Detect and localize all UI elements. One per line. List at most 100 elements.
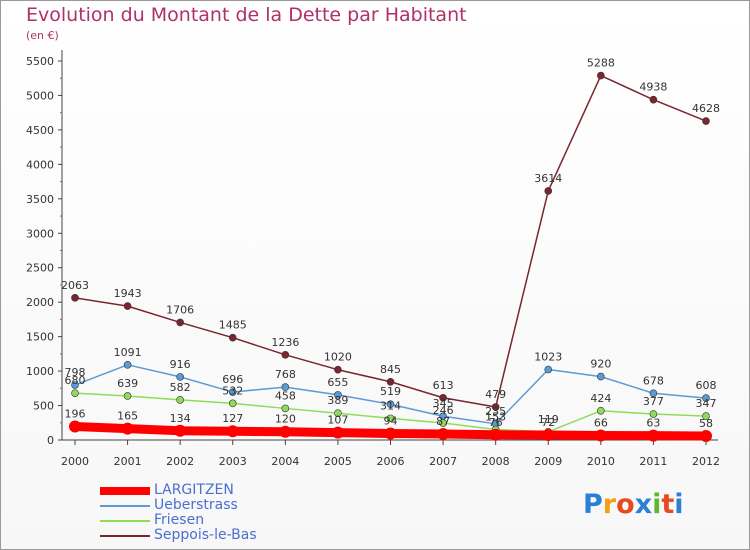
legend-label: Ueberstrass bbox=[154, 497, 238, 513]
data-point bbox=[439, 419, 447, 427]
data-point bbox=[544, 365, 553, 374]
y-tick-label: 4000 bbox=[26, 158, 54, 171]
data-label: 107 bbox=[327, 414, 348, 427]
chart-subtitle: (en €) bbox=[26, 29, 59, 42]
logo-letter: i bbox=[652, 489, 662, 520]
logo-letter: r bbox=[602, 489, 617, 520]
chart-title: Evolution du Montant de la Dette par Hab… bbox=[26, 4, 467, 26]
x-tick-label: 2002 bbox=[166, 455, 194, 468]
data-label: 165 bbox=[117, 410, 138, 423]
data-point bbox=[384, 427, 397, 440]
data-label: 119 bbox=[538, 413, 559, 426]
data-label: 4628 bbox=[692, 102, 720, 115]
y-tick-label: 1000 bbox=[26, 365, 54, 378]
data-point bbox=[334, 391, 342, 399]
data-label: 639 bbox=[117, 377, 138, 390]
data-point bbox=[281, 383, 290, 391]
data-label: 768 bbox=[275, 368, 296, 381]
y-tick-label: 1500 bbox=[26, 331, 54, 344]
data-label: 655 bbox=[327, 376, 348, 389]
data-point bbox=[386, 414, 395, 423]
data-point bbox=[597, 71, 605, 80]
data-label: 1706 bbox=[166, 303, 194, 316]
legend-swatch bbox=[100, 535, 150, 537]
data-label: 479 bbox=[485, 388, 506, 401]
data-point bbox=[71, 389, 79, 397]
data-label: 680 bbox=[65, 374, 86, 387]
data-label: 608 bbox=[696, 379, 717, 392]
legend-swatch bbox=[100, 487, 150, 495]
x-tick-label: 2011 bbox=[639, 455, 667, 468]
data-label: 246 bbox=[433, 404, 454, 417]
y-tick-label: 3500 bbox=[26, 193, 54, 206]
data-point bbox=[71, 381, 79, 389]
data-label: 424 bbox=[590, 392, 611, 405]
data-point bbox=[228, 399, 237, 408]
data-label: 235 bbox=[485, 405, 506, 418]
y-tick-label: 2000 bbox=[26, 296, 54, 309]
data-point bbox=[123, 302, 132, 310]
x-tick-label: 2000 bbox=[61, 455, 89, 468]
data-label: 4938 bbox=[639, 81, 667, 94]
data-label: 153 bbox=[485, 410, 506, 423]
data-point bbox=[174, 424, 187, 437]
y-tick-label: 2500 bbox=[26, 262, 54, 275]
x-tick-label: 2012 bbox=[692, 455, 720, 468]
data-label: 127 bbox=[222, 412, 243, 425]
legend-label: Seppois-le-Bas bbox=[154, 527, 257, 543]
data-point bbox=[649, 410, 658, 418]
data-label: 196 bbox=[65, 407, 86, 420]
data-label: 389 bbox=[327, 394, 348, 407]
data-label: 532 bbox=[222, 384, 243, 397]
data-point bbox=[281, 404, 290, 413]
data-label: 920 bbox=[590, 358, 611, 371]
data-point bbox=[228, 333, 237, 342]
data-point bbox=[228, 388, 237, 396]
data-point bbox=[281, 351, 290, 359]
data-point bbox=[489, 428, 502, 441]
data-point bbox=[334, 409, 342, 417]
data-point bbox=[700, 430, 712, 443]
legend-label: Friesen bbox=[154, 512, 205, 528]
data-label: 458 bbox=[275, 389, 296, 402]
data-label: 519 bbox=[380, 385, 401, 398]
y-tick-label: 0 bbox=[47, 434, 54, 447]
data-point bbox=[597, 372, 605, 381]
data-point bbox=[226, 425, 239, 438]
data-point bbox=[176, 318, 184, 327]
data-point bbox=[386, 400, 395, 409]
data-label: 3614 bbox=[534, 172, 562, 185]
data-point bbox=[594, 429, 607, 442]
data-point bbox=[702, 412, 710, 420]
data-label: 678 bbox=[643, 374, 664, 387]
x-tick-label: 2009 bbox=[534, 455, 562, 468]
logo-letter: i bbox=[674, 489, 684, 520]
data-point bbox=[597, 406, 605, 415]
data-label: 66 bbox=[594, 416, 608, 429]
data-label: 1485 bbox=[219, 319, 247, 332]
y-tick-label: 3000 bbox=[26, 227, 54, 240]
data-point bbox=[123, 392, 132, 400]
data-label: 798 bbox=[65, 366, 86, 379]
data-point bbox=[649, 389, 658, 398]
data-label: 916 bbox=[170, 358, 191, 371]
legend-label: LARGITZEN bbox=[154, 482, 234, 498]
data-label: 845 bbox=[380, 363, 401, 376]
x-tick-label: 2001 bbox=[114, 455, 142, 468]
data-point bbox=[702, 117, 710, 125]
data-label: 347 bbox=[696, 397, 717, 410]
data-label: 72 bbox=[541, 416, 555, 429]
data-point bbox=[69, 420, 81, 433]
x-tick-label: 2003 bbox=[219, 455, 247, 468]
x-tick-label: 2004 bbox=[271, 455, 299, 468]
data-point bbox=[491, 403, 500, 411]
data-point bbox=[331, 426, 344, 439]
logo-letter: P bbox=[583, 489, 603, 520]
data-point bbox=[176, 396, 184, 404]
data-label: 1091 bbox=[114, 346, 142, 359]
y-tick-label: 5500 bbox=[26, 55, 54, 68]
logo-letter: t bbox=[661, 489, 675, 520]
data-point bbox=[544, 187, 553, 195]
data-label: 696 bbox=[222, 373, 243, 386]
